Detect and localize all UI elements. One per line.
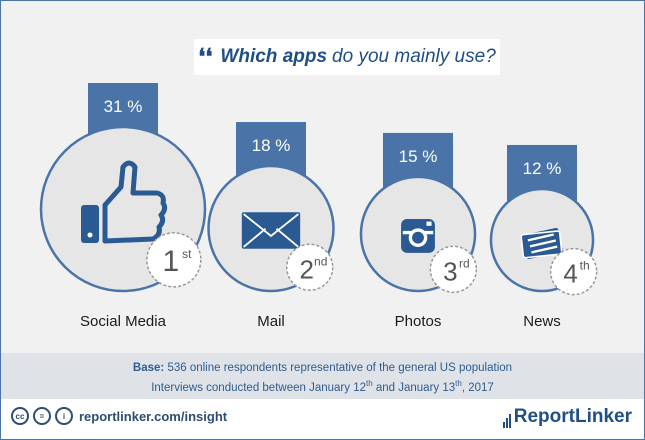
interviews-sup-1: th — [366, 379, 373, 388]
brand-bars-icon — [502, 412, 511, 428]
thumb-cuff — [81, 205, 99, 243]
title-bold: Which apps — [220, 46, 328, 67]
interviews-line: Interviews conducted between January 12t… — [1, 376, 644, 396]
rank-badge — [146, 232, 202, 288]
thumbs-up-icon — [81, 160, 168, 244]
category-label: News — [523, 313, 561, 330]
base-text: 536 online respondents representative of… — [167, 362, 513, 374]
rank-badge — [429, 245, 478, 294]
newspaper-icon — [520, 227, 563, 259]
camera-lens — [412, 231, 424, 244]
quote-icon: ❛❛ — [198, 44, 213, 69]
category-label: Mail — [257, 313, 285, 330]
rank-number: 4 — [563, 259, 577, 289]
thumb-hand — [102, 160, 168, 244]
rank-suffix: rd — [459, 256, 470, 270]
interviews-text-a: Interviews conducted between January 12 — [151, 381, 366, 394]
brand-name: ReportLinker — [513, 406, 632, 427]
rank-badge — [285, 243, 334, 292]
category-label: Photos — [394, 313, 442, 330]
rank-suffix: nd — [314, 254, 327, 268]
bubble-group: 18 % 2 nd — [207, 122, 335, 293]
license-icons: cc = i — [11, 407, 73, 425]
rank-number: 3 — [443, 256, 457, 286]
rank-number: 1 — [162, 245, 179, 278]
footer-note: Base: 536 online respondents representat… — [1, 353, 644, 399]
rank-suffix: th — [580, 259, 590, 273]
value-label: 31 % — [104, 97, 143, 116]
rank-number: 2 — [300, 254, 314, 284]
newspaper-lines — [527, 233, 558, 254]
envelope-body — [241, 212, 301, 249]
category-label: Social Media — [80, 313, 166, 330]
envelope-flap — [243, 213, 299, 248]
title-box: ❛❛ Which apps do you mainly use? — [194, 39, 500, 75]
interviews-text-c: , 2017 — [461, 381, 494, 394]
brand-logo: ReportLinker — [502, 406, 632, 428]
rank-suffix: st — [182, 247, 192, 261]
site-link[interactable]: reportlinker.com/insight — [79, 409, 228, 424]
bubble-group: 12 % 4 th — [489, 144, 598, 296]
title-rest: do you mainly use? — [332, 46, 496, 67]
envelope-icon — [241, 212, 301, 249]
cc-icon: cc — [11, 407, 29, 425]
attribution-icon: i — [55, 407, 73, 425]
value-label: 15 % — [399, 147, 438, 166]
base-label: Base: — [132, 362, 165, 374]
interviews-text-b: and January 13 — [372, 381, 456, 394]
bottom-bar: cc = i reportlinker.com/insight ReportLi… — [1, 399, 644, 439]
thumb-cuff-dot — [87, 232, 93, 238]
value-label: 18 % — [252, 136, 291, 155]
nd-icon: = — [33, 407, 51, 425]
interviews-sup-2: th — [455, 379, 462, 388]
rank-badge — [549, 247, 598, 296]
camera-flash — [426, 221, 432, 226]
bubble-chart: 31 % 1 st 18 % 2 nd 15 % 3 rd 12 % 4 th — [39, 83, 598, 296]
camera-icon — [401, 219, 435, 253]
bubble-group: 15 % 3 rd — [359, 132, 478, 294]
bubble-group: 31 % 1 st — [39, 83, 207, 293]
value-label: 12 % — [523, 159, 562, 178]
